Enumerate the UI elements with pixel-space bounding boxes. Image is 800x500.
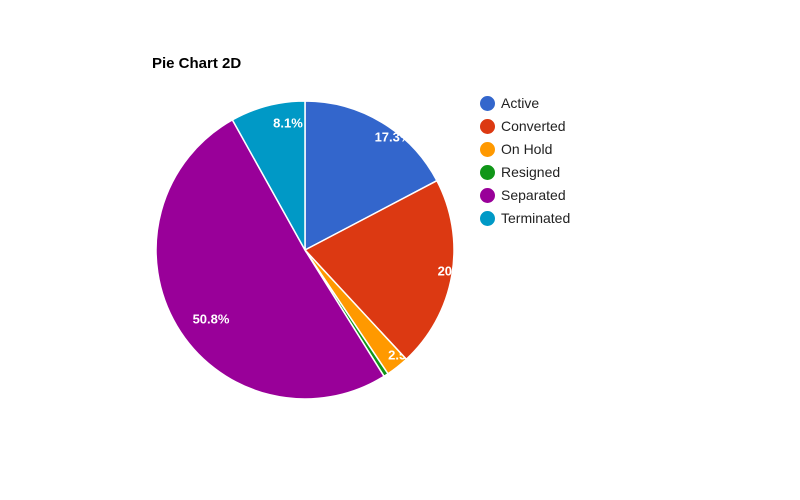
legend-marker-on-hold bbox=[480, 142, 495, 157]
legend-label-converted: Converted bbox=[501, 118, 566, 134]
legend-item-resigned[interactable]: Resigned bbox=[480, 165, 570, 180]
pie-slice-separated[interactable] bbox=[155, 118, 386, 400]
slice-label-terminated: 8.1% bbox=[273, 116, 303, 131]
legend-marker-terminated bbox=[480, 211, 495, 226]
legend-item-converted[interactable]: Converted bbox=[480, 119, 570, 134]
chart-title: Pie Chart 2D bbox=[152, 55, 242, 72]
legend-label-resigned: Resigned bbox=[501, 164, 561, 180]
pie-slice-terminated[interactable] bbox=[231, 100, 306, 253]
legend-item-terminated[interactable]: Terminated bbox=[480, 211, 570, 226]
legend-label-active: Active bbox=[501, 95, 540, 111]
legend-item-separated[interactable]: Separated bbox=[480, 188, 570, 203]
legend-marker-active bbox=[480, 96, 495, 111]
legend-label-separated: Separated bbox=[501, 187, 566, 203]
slice-label-separated: 50.8% bbox=[193, 312, 230, 327]
legend-item-active[interactable]: Active bbox=[480, 96, 570, 111]
legend-marker-resigned bbox=[480, 165, 495, 180]
legend-label-on-hold: On Hold bbox=[501, 141, 553, 157]
pie-slice-active[interactable] bbox=[304, 100, 438, 252]
legend: Active Converted On Hold Resigned Separated T… bbox=[480, 96, 570, 226]
pie-slice-converted[interactable] bbox=[303, 179, 455, 361]
legend-marker-converted bbox=[480, 119, 495, 134]
legend-item-on-hold[interactable]: On Hold bbox=[480, 142, 570, 157]
slice-label-converted: 20.8% bbox=[438, 264, 475, 279]
slice-label-active: 17.3% bbox=[375, 130, 412, 145]
legend-marker-separated bbox=[480, 188, 495, 203]
legend-label-terminated: Terminated bbox=[501, 210, 571, 226]
